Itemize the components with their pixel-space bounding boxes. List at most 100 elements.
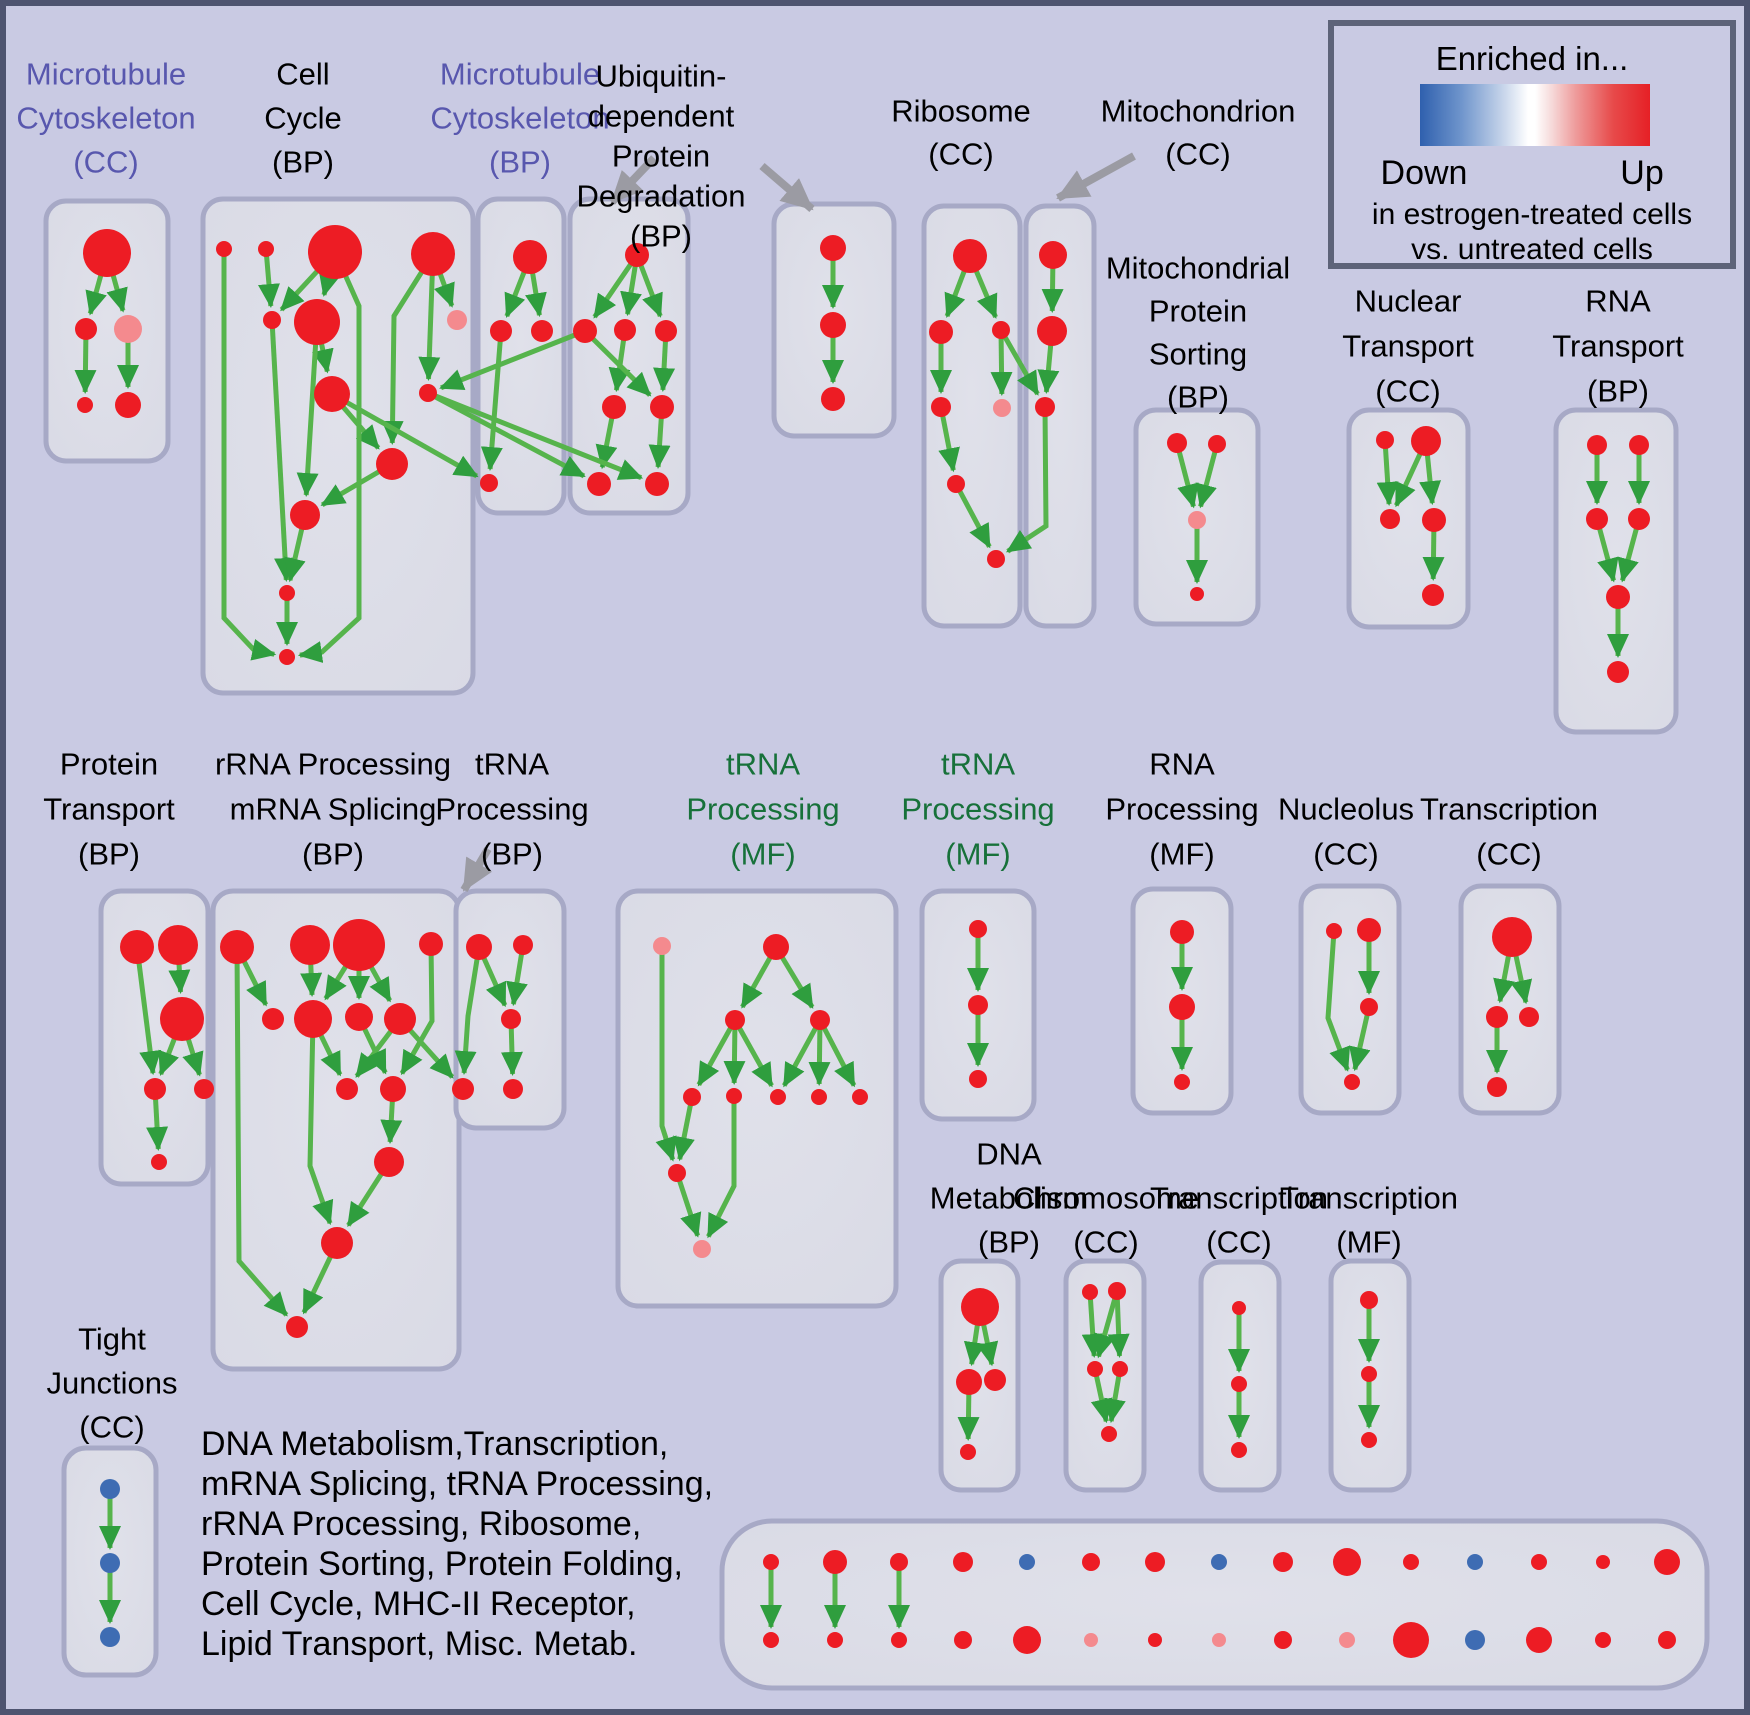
- go-term-node: [1376, 431, 1394, 449]
- go-term-node: [1333, 1548, 1361, 1576]
- go-term-node: [263, 311, 281, 329]
- go-term-node: [100, 1479, 120, 1499]
- edge-arrow: [297, 250, 362, 663]
- go-term-node: [827, 1632, 843, 1648]
- go-term-node: [1403, 1554, 1419, 1570]
- go-term-node: [75, 318, 97, 340]
- go-term-node: [151, 1154, 167, 1170]
- edge-arrow: [696, 1018, 738, 1087]
- go-term-node: [411, 232, 455, 276]
- go-term-node: [1411, 426, 1441, 456]
- annotation-text-block: DNA Metabolism,Transcription, mRNA Splic…: [201, 1424, 713, 1664]
- go-term-node: [513, 935, 533, 955]
- go-term-node: [1231, 1442, 1247, 1458]
- go-term-node: [321, 1227, 353, 1259]
- go-term-node: [969, 920, 987, 938]
- edge-arrow: [258, 248, 280, 309]
- go-term-node: [693, 1240, 711, 1258]
- go-term-node: [614, 319, 636, 341]
- edge-arrow: [592, 253, 640, 319]
- go-term-node: [645, 472, 669, 496]
- go-term-node: [1606, 585, 1630, 609]
- edge-arrow: [454, 946, 482, 1076]
- edge-arrow: [723, 1019, 746, 1086]
- go-term-node: [1492, 917, 1532, 957]
- nodes-layer: [75, 225, 1680, 1658]
- go-term-node: [1108, 1282, 1126, 1300]
- go-term-node: [1037, 316, 1067, 346]
- edge-arrow: [480, 330, 504, 472]
- edge-arrow: [808, 1019, 831, 1087]
- group-box-microtubule-cc: [43, 198, 171, 464]
- go-term-node: [374, 1147, 404, 1177]
- go-term-node: [1586, 508, 1608, 530]
- go-term-node: [655, 320, 677, 342]
- go-term-node: [262, 1008, 284, 1030]
- go-term-node: [587, 472, 611, 496]
- edge-arrow: [990, 329, 1013, 397]
- edge-arrow: [1376, 439, 1399, 507]
- go-term-node: [1212, 1633, 1226, 1647]
- go-term-node: [160, 997, 204, 1041]
- go-term-node: [1082, 1284, 1098, 1300]
- go-term-node: [625, 243, 649, 267]
- go-term-node: [115, 392, 141, 418]
- legend-subtitle-1: in estrogen-treated cells: [1371, 198, 1693, 231]
- go-term-node: [419, 384, 437, 402]
- go-term-node: [1190, 587, 1204, 601]
- go-term-node: [501, 1009, 521, 1029]
- go-term-node: [480, 474, 498, 492]
- go-term-node: [380, 1076, 406, 1102]
- go-term-node: [1360, 998, 1378, 1016]
- go-term-node: [969, 1070, 987, 1088]
- go-term-node: [279, 585, 295, 601]
- go-term-node: [1273, 1552, 1293, 1572]
- go-term-node: [294, 1000, 332, 1038]
- group-box-mixed-misc: [719, 1518, 1710, 1691]
- go-term-node: [308, 225, 362, 279]
- go-term-node: [961, 1288, 999, 1326]
- edge-arrow: [583, 329, 652, 397]
- go-term-node: [953, 239, 987, 273]
- go-term-node: [1587, 435, 1607, 455]
- go-term-node: [726, 1088, 742, 1104]
- edge-arrow: [673, 1096, 695, 1162]
- edge-arrow: [330, 391, 479, 479]
- edge-arrow: [1103, 1368, 1126, 1424]
- go-term-node: [216, 241, 232, 257]
- go-term-node: [810, 1010, 830, 1030]
- go-term-node: [1629, 435, 1649, 455]
- go-term-node: [1344, 1074, 1360, 1090]
- go-term-node: [294, 299, 340, 345]
- label-pointer-arrow: [1056, 152, 1136, 202]
- go-term-node: [194, 1079, 214, 1099]
- go-term-node: [852, 1089, 868, 1105]
- edge-arrow: [269, 319, 297, 583]
- go-term-node: [1360, 1291, 1378, 1309]
- edge-arrow: [706, 1096, 737, 1239]
- group-box-rrna-mrna: [210, 888, 462, 1372]
- go-term-node: [333, 919, 385, 971]
- edge-arrow: [427, 390, 644, 481]
- go-term-node: [953, 1552, 973, 1572]
- legend-up-label: Up: [1620, 154, 1664, 192]
- edge-arrow: [655, 946, 677, 1162]
- go-term-node: [83, 229, 131, 277]
- go-term-node: [384, 1003, 416, 1035]
- go-term-node: [1188, 511, 1206, 529]
- go-term-node: [1231, 1376, 1247, 1392]
- go-term-node: [763, 1554, 779, 1570]
- edge-arrow: [674, 1172, 702, 1238]
- annotation-line: Protein Sorting, Protein Folding,: [201, 1545, 683, 1583]
- go-term-node: [1082, 1553, 1100, 1571]
- go-term-node: [984, 1369, 1006, 1391]
- go-term-node: [820, 235, 846, 261]
- go-term-node: [1628, 508, 1650, 530]
- edge-arrow: [732, 1018, 774, 1088]
- go-term-node: [503, 1079, 523, 1099]
- legend-gradient-bar: [1420, 84, 1650, 146]
- go-term-node: [1519, 1007, 1539, 1027]
- go-term-node: [1361, 1366, 1377, 1382]
- group-box-transcription-cc-2: [1198, 1259, 1282, 1493]
- edge-arrow: [1325, 930, 1351, 1072]
